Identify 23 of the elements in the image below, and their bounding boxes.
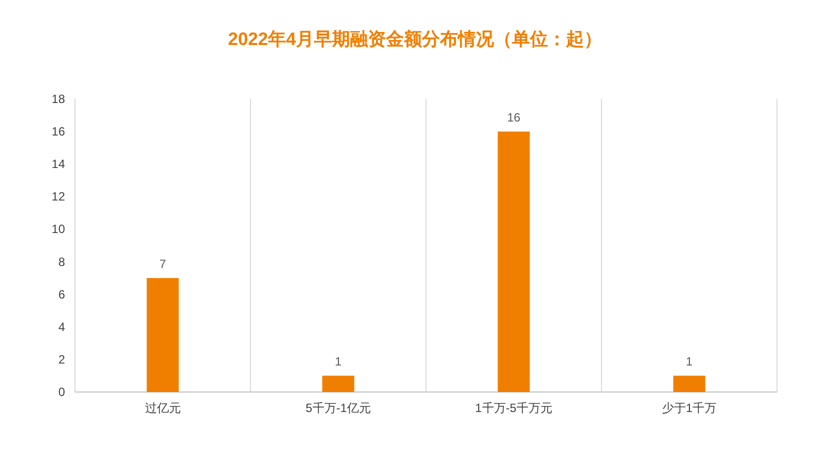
bar — [146, 278, 179, 392]
y-tick-label: 12 — [52, 190, 66, 204]
bar — [322, 376, 354, 392]
x-tick-label: 少于1千万 — [662, 401, 717, 415]
y-tick-label: 18 — [52, 92, 66, 106]
y-tick-label: 10 — [52, 222, 66, 236]
y-tick-label: 14 — [52, 157, 66, 172]
data-label: 1 — [334, 354, 342, 369]
y-tick-label: 4 — [58, 320, 66, 334]
bar — [498, 132, 530, 392]
data-label: 7 — [159, 257, 166, 272]
bar — [673, 376, 706, 392]
chart-title: 2022年4月早期融资金额分布情况（单位：起） — [228, 29, 602, 49]
x-tick-label: 过亿元 — [144, 401, 181, 415]
x-tick-label: 1千万-5千万元 — [475, 401, 552, 415]
y-tick-label: 0 — [58, 385, 66, 399]
data-label: 1 — [686, 354, 693, 369]
x-tick-label: 5千万-1亿元 — [306, 401, 371, 415]
y-tick-label: 2 — [58, 352, 66, 366]
y-tick-label: 6 — [58, 287, 66, 302]
y-tick-label: 8 — [58, 254, 66, 269]
data-label: 16 — [507, 110, 521, 125]
y-tick-label: 16 — [52, 124, 66, 139]
